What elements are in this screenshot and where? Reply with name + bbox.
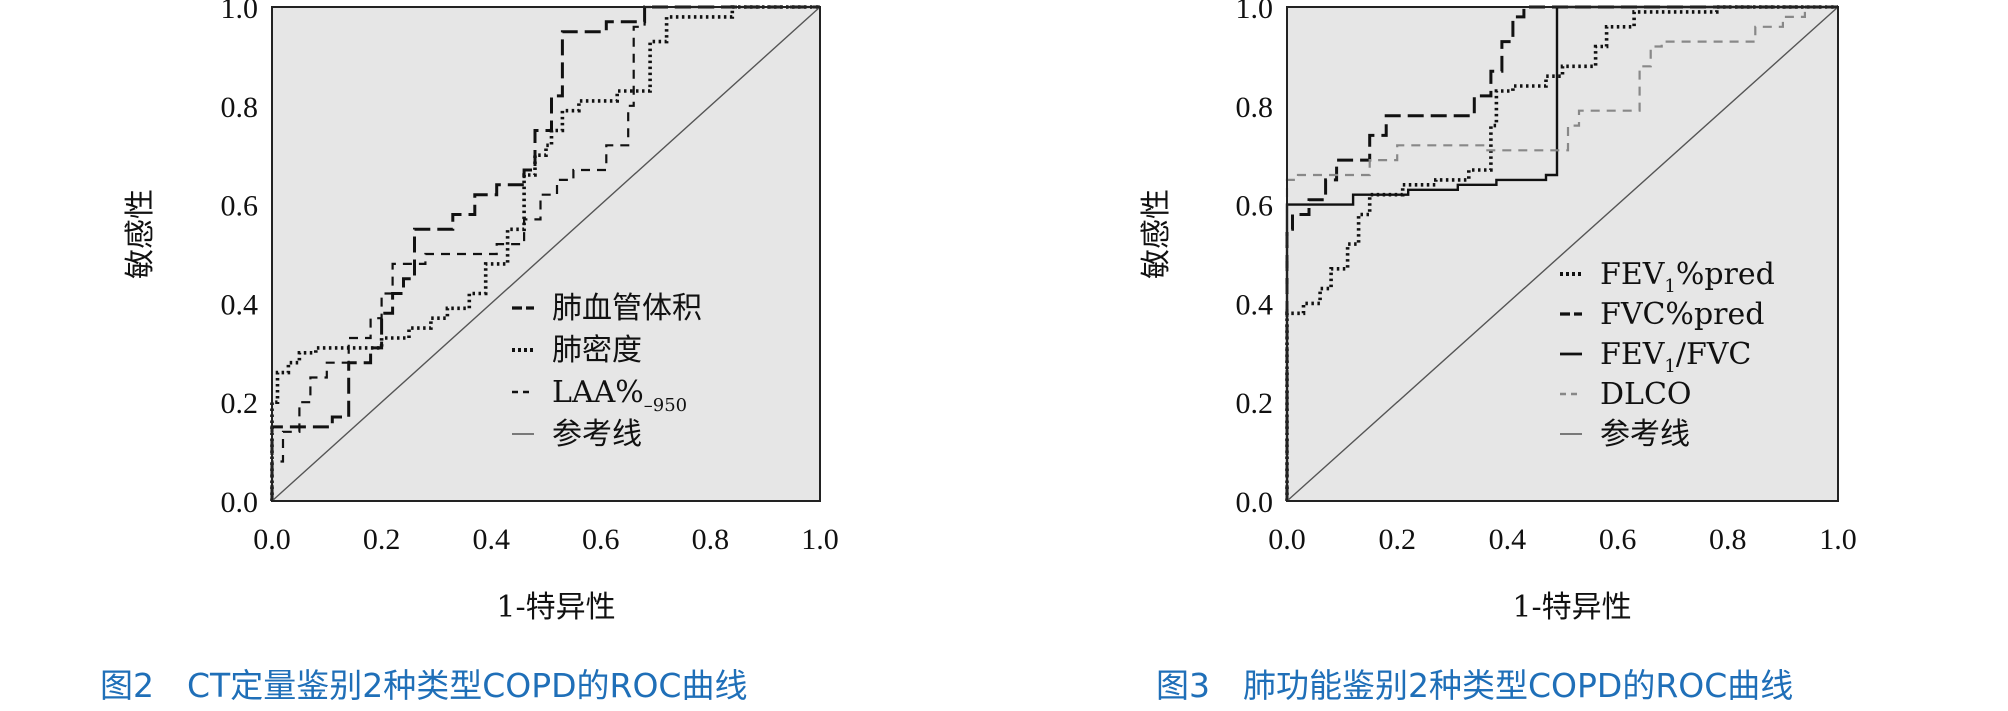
chart-pulmonary-function: 0.0 0.2 0.4 0.6 0.8 1.0 0.0 0.2 0.4 0.6 0.8 1.0 FEV1… [1139, 0, 1857, 705]
x-tick-label: 0.2 [1378, 523, 1416, 556]
x-tick-label: 0.4 [472, 523, 510, 556]
legend-label: FEV1%pred [1600, 257, 1775, 297]
x-tick-label: 0.8 [692, 523, 730, 556]
x-tick-label: 0.0 [1268, 523, 1306, 556]
x-tick-label: 1.0 [801, 523, 839, 556]
figure-caption: 图3 肺功能鉴别2种类型COPD的ROC曲线 [1156, 666, 1793, 705]
series-line-2 [1285, 5, 1838, 501]
y-tick-label: 0.6 [1236, 190, 1274, 223]
y-axis-title: 敏感性 [123, 189, 158, 279]
y-tick-label: 0.2 [221, 387, 259, 420]
y-tick-label: 1.0 [1236, 0, 1274, 25]
y-tick-label: 0.0 [221, 486, 259, 519]
series-line-0 [270, 5, 820, 501]
x-tick-label: 0.0 [253, 523, 291, 556]
plot-frame [271, 6, 821, 502]
legend-label: 参考线 [1600, 417, 1690, 452]
x-tick-label: 1.0 [1819, 523, 1857, 556]
chart-ct-quantitative: 0.0 0.2 0.4 0.6 0.8 1.0 0.0 0.2 0.4 0.6 0.8 1.0 肺血管体… [100, 0, 839, 705]
series-line-0 [1285, 5, 1838, 501]
series-line-3 [1285, 5, 1838, 501]
x-tick-label: 0.4 [1489, 523, 1527, 556]
figure-caption: 图2 CT定量鉴别2种类型COPD的ROC曲线 [100, 666, 747, 705]
series-line-4 [1286, 6, 1839, 502]
x-tick-label: 0.2 [363, 523, 401, 556]
y-axis-title: 敏感性 [1139, 189, 1174, 279]
y-tick-label: 0.6 [221, 190, 259, 223]
y-tick-label: 0.4 [221, 288, 259, 321]
series-line-2 [270, 5, 820, 501]
x-axis-title: 1-特异性 [1512, 590, 1631, 625]
series-line-1 [270, 5, 820, 501]
legend-label: LAA%–950 [552, 375, 687, 416]
series-line-1 [1285, 5, 1838, 501]
y-tick-label: 0.0 [1236, 486, 1274, 519]
legend-label: 肺密度 [552, 333, 642, 368]
legend-label: 参考线 [552, 417, 642, 452]
series-line-3 [271, 6, 821, 502]
legend-label: FEV1/FVC [1600, 337, 1751, 377]
x-tick-label: 0.8 [1709, 523, 1747, 556]
y-tick-label: 0.2 [1236, 387, 1274, 420]
y-tick-label: 1.0 [221, 0, 259, 25]
x-axis-title: 1-特异性 [496, 590, 615, 625]
legend-label: DLCO [1600, 377, 1692, 412]
plot-frame [1286, 6, 1839, 502]
y-tick-label: 0.8 [221, 91, 259, 124]
y-tick-label: 0.8 [1236, 91, 1274, 124]
legend-label: FVC%pred [1600, 297, 1764, 332]
y-tick-label: 0.4 [1236, 288, 1274, 321]
legend-label: 肺血管体积 [552, 291, 702, 326]
x-tick-label: 0.6 [582, 523, 620, 556]
x-tick-label: 0.6 [1599, 523, 1637, 556]
